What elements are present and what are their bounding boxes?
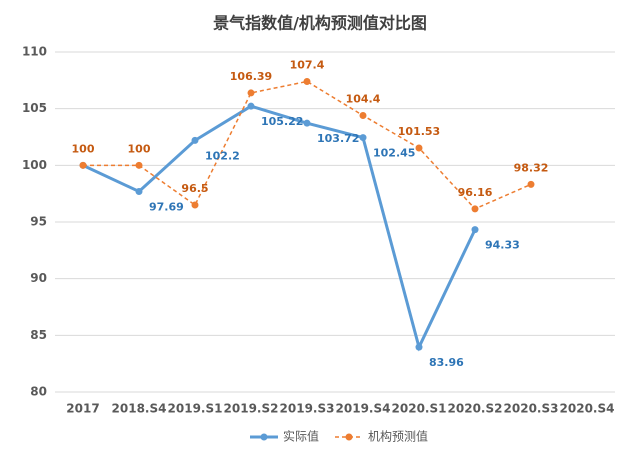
y-tick-label: 95 [30, 215, 47, 229]
x-tick-label: 2019.S3 [280, 402, 335, 416]
y-tick-label: 85 [30, 328, 47, 342]
data-point [415, 144, 423, 152]
data-label: 83.96 [429, 356, 464, 369]
y-tick-label: 100 [22, 158, 47, 172]
data-point [359, 111, 367, 119]
series-line [82, 104, 477, 352]
x-tick-label: 2020.S1 [392, 402, 447, 416]
legend-label: 实际值 [283, 429, 319, 444]
data-label: 102.45 [373, 147, 415, 160]
x-tick-label: 2017 [66, 402, 99, 416]
data-label: 105.22 [261, 115, 303, 128]
series-line [83, 80, 532, 210]
data-point [79, 161, 87, 169]
data-label: 96.5 [181, 182, 208, 195]
x-tick-label: 2019.S1 [168, 402, 223, 416]
data-point [303, 119, 311, 127]
data-label: 100 [72, 142, 95, 155]
data-point [415, 343, 423, 351]
data-label: 103.72 [317, 132, 359, 145]
data-point [135, 188, 143, 196]
data-point [471, 226, 479, 234]
data-label: 104.4 [346, 92, 381, 105]
data-point [303, 77, 311, 85]
data-label: 97.69 [149, 201, 184, 214]
data-label: 106.39 [230, 70, 272, 83]
data-point [191, 201, 199, 209]
x-tick-label: 2018.S4 [112, 402, 167, 416]
data-label: 102.2 [205, 149, 240, 162]
legend-label: 机构预测值 [368, 429, 428, 444]
legend-marker [345, 433, 353, 441]
data-label: 100 [128, 142, 151, 155]
data-point [359, 134, 367, 142]
data-label: 98.32 [514, 161, 549, 174]
x-tick-label: 2020.S2 [448, 402, 503, 416]
y-tick-label: 90 [30, 271, 47, 285]
y-tick-label: 105 [22, 101, 47, 115]
data-label: 101.53 [398, 125, 440, 138]
data-point [247, 102, 255, 110]
x-tick-label: 2019.S2 [224, 402, 279, 416]
y-tick-label: 80 [30, 385, 47, 399]
x-tick-label: 2020.S4 [560, 402, 615, 416]
x-tick-label: 2020.S3 [504, 402, 559, 416]
chart-title: 景气指数值/机构预测值对比图 [213, 14, 427, 33]
y-tick-label: 110 [22, 45, 47, 59]
data-point [191, 136, 199, 144]
data-label: 94.33 [485, 239, 520, 252]
data-point [247, 89, 255, 97]
data-label: 96.16 [458, 186, 493, 199]
legend-marker [260, 433, 268, 441]
data-point [135, 161, 143, 169]
data-label: 107.4 [290, 58, 325, 71]
data-point [527, 180, 535, 188]
data-point [471, 205, 479, 213]
x-tick-label: 2019.S4 [336, 402, 391, 416]
